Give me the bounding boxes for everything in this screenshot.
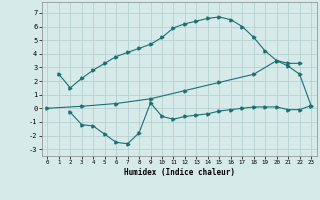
X-axis label: Humidex (Indice chaleur): Humidex (Indice chaleur) xyxy=(124,168,235,177)
